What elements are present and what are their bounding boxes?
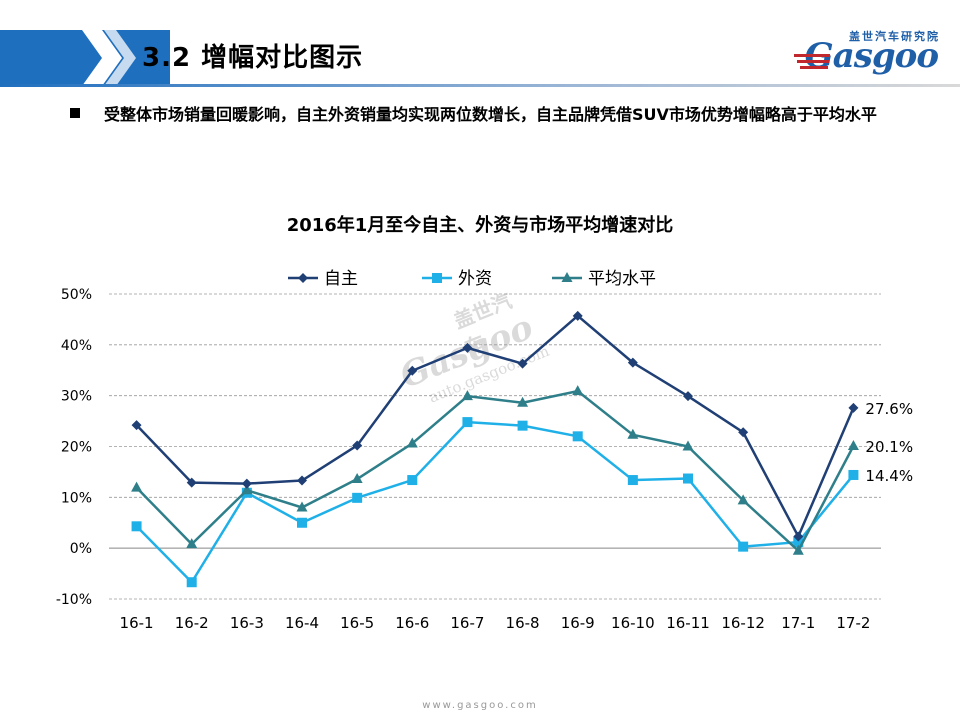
data-label: 20.1% [865,438,913,456]
x-tick-label: 16-4 [285,614,319,632]
data-point [432,273,442,283]
x-tick-label: 16-7 [450,614,484,632]
data-point [572,385,584,396]
data-point [462,417,473,428]
chart-title: 2016年1月至今自主、外资与市场平均增速对比 [286,215,674,236]
x-tick-label: 16-9 [561,614,595,632]
y-tick-label: 0% [70,541,92,557]
data-point [572,431,583,442]
series-2 [131,385,859,555]
legend-label: 外资 [458,269,492,289]
series-line [135,314,855,538]
data-point [131,481,143,492]
data-point [738,427,749,438]
series-line [135,420,855,584]
data-point [683,473,693,484]
y-tick-label: 20% [61,440,92,456]
y-tick-label: 40% [61,338,92,354]
data-point [848,469,859,480]
x-tick-label: 16-12 [721,614,765,632]
page-title: 3.2 增幅对比图示 [142,43,364,73]
bullet-marker [70,108,80,118]
data-point [683,391,693,402]
data-point [793,531,804,542]
x-tick-label: 16-6 [395,614,429,632]
data-point [517,420,528,431]
x-tick-label: 16-5 [340,614,374,632]
legend-label: 自主 [324,269,358,289]
series-line [135,389,855,552]
x-tick-label: 17-1 [781,614,815,632]
data-point [738,541,749,552]
x-tick-label: 16-10 [611,614,655,632]
data-point [351,473,363,484]
y-tick-label: 30% [61,389,92,405]
x-tick-label: 16-11 [666,614,710,632]
data-point [352,492,363,503]
data-point [627,357,638,368]
x-tick-label: 16-8 [506,614,540,632]
data-point [682,440,694,451]
data-label: 14.4% [865,467,913,485]
data-point [186,577,197,588]
data-point [572,310,583,321]
data-point [627,475,638,486]
data-point [627,428,639,439]
y-tick-label: -10% [56,592,92,608]
footer-url: www.gasgoo.com [422,700,538,711]
x-tick-label: 16-2 [175,614,209,632]
y-tick-label: 50% [61,287,92,303]
data-point [186,477,197,488]
y-tick-label: 10% [61,490,92,506]
data-point [517,358,528,369]
data-point [297,517,307,528]
data-point [241,478,252,489]
series-0 [131,310,859,542]
data-point [517,396,529,407]
data-point [352,440,363,451]
data-label: 27.6% [865,400,913,418]
data-point [848,402,859,413]
legend-label: 平均水平 [588,269,656,289]
data-point [461,390,473,401]
logo-cn-text: 盖世汽车研究院 [849,30,940,43]
data-point [793,537,804,548]
bullet-text: 受整体市场销量回暖影响，自主外资销量均实现两位数增长，自主品牌凭借SUV市场优势… [104,105,877,124]
data-point [561,272,573,282]
data-point [462,342,473,353]
data-point [296,501,308,512]
data-point [406,437,418,448]
data-point [792,544,804,555]
legend-item: 外资 [422,269,492,289]
data-point [847,439,859,450]
data-point [241,484,253,495]
x-tick-label: 16-1 [120,614,154,632]
data-point [407,365,418,376]
data-point [737,494,749,505]
data-point [407,475,418,486]
data-point [298,273,308,283]
legend-item: 自主 [288,269,358,289]
x-tick-label: 16-3 [230,614,264,632]
legend-item: 平均水平 [552,269,656,289]
x-tick-label: 17-2 [836,614,870,632]
header-divider [0,84,960,87]
header-band [0,30,170,86]
header-chevrons [82,30,136,86]
data-point [297,475,307,486]
data-point [131,521,142,532]
data-point [131,420,142,431]
data-point [186,538,198,549]
logo-stripes [794,54,830,69]
